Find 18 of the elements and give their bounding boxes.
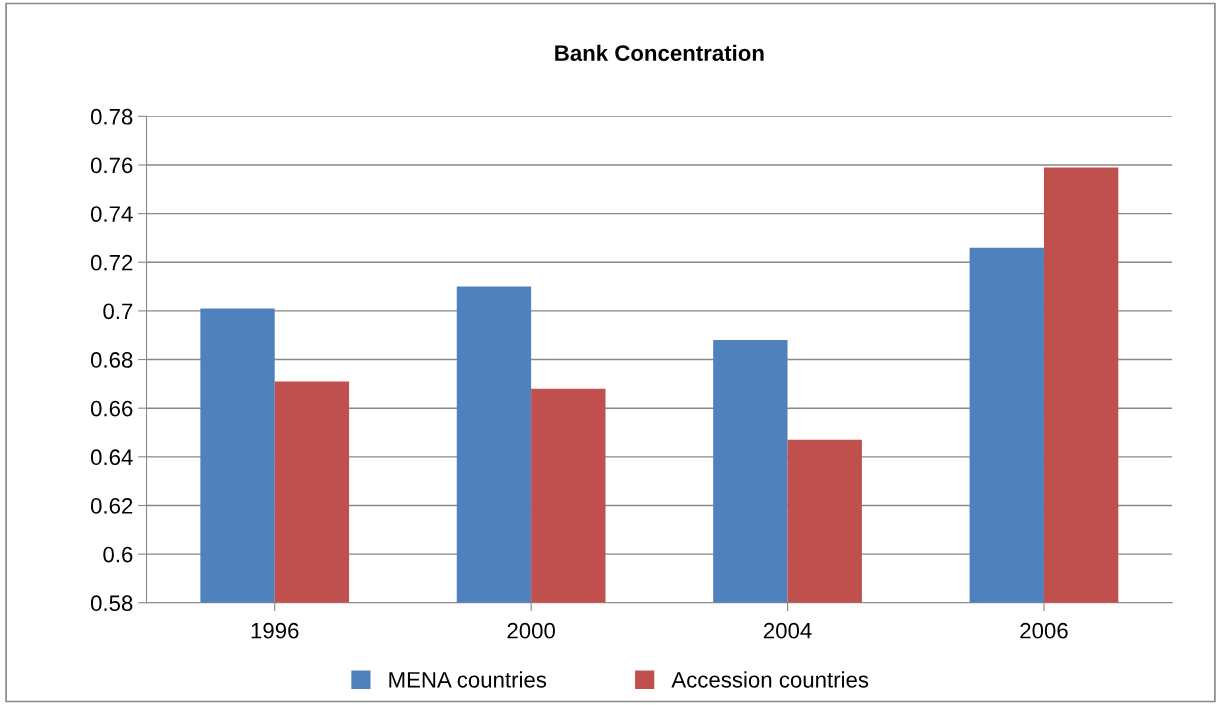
- x-tick-label: 2004: [763, 622, 812, 639]
- y-tick-label: 0.72: [90, 254, 133, 271]
- y-tick-label: 0.7: [103, 303, 133, 320]
- y-tick-label: 0.64: [90, 449, 133, 466]
- y-tick-label: 0.76: [90, 157, 133, 174]
- y-tick-label: 0.78: [90, 108, 133, 125]
- legend-label: Accession countries: [671, 671, 869, 688]
- x-tick-label: 2000: [507, 622, 555, 639]
- y-tick-label: 0.62: [90, 498, 133, 514]
- y-tick-label: 0.68: [90, 352, 133, 368]
- legend-label: MENA countries: [389, 671, 547, 688]
- x-tick-label: 2006: [1020, 622, 1068, 639]
- y-tick-label: 0.74: [90, 206, 133, 222]
- y-tick-label: 0.66: [90, 400, 133, 417]
- x-tick-label: 1996: [251, 622, 299, 639]
- y-tick-label: 0.6: [103, 546, 133, 563]
- chart-title: Bank Concentration: [555, 44, 764, 61]
- y-tick-label: 0.58: [90, 595, 133, 612]
